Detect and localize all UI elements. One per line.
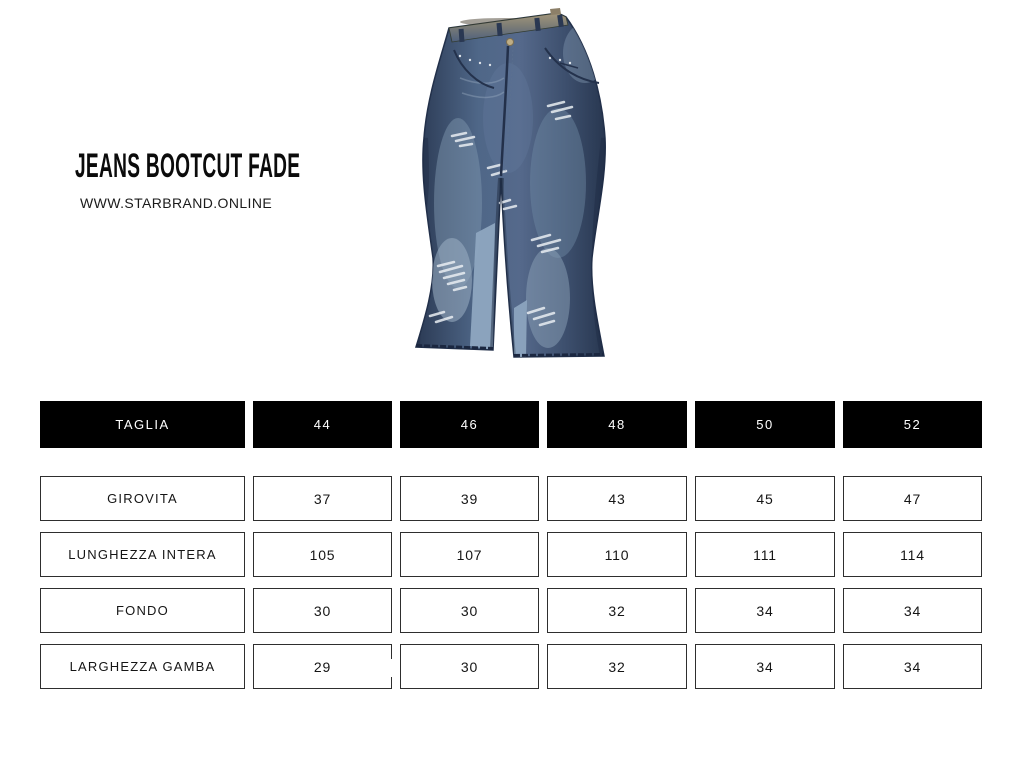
row-label: LUNGHEZZA INTERA — [40, 532, 245, 577]
jeans-illustration — [414, 8, 606, 358]
header-cell-size-52: 52 — [843, 401, 982, 448]
header-cell-size-50: 50 — [695, 401, 835, 448]
value-cell: 37 — [253, 476, 392, 521]
table-row-fondo: FONDO 30 30 32 34 34 — [40, 588, 982, 633]
value-cell: 43 — [547, 476, 687, 521]
header-cell-taglia: TAGLIA — [40, 401, 245, 448]
row-label: FONDO — [40, 588, 245, 633]
value-cell: 47 — [843, 476, 982, 521]
table-row-lunghezza-intera: LUNGHEZZA INTERA 105 107 110 111 114 — [40, 532, 982, 577]
value-cell: 34 — [843, 644, 982, 689]
value-cell: 34 — [843, 588, 982, 633]
table-row-larghezza-gamba: LARGHEZZA GAMBA 29 30 32 34 34 — [40, 644, 982, 689]
title-block: JEANS BOOTCUT FADE — [75, 145, 464, 185]
value-cell: 45 — [695, 476, 835, 521]
value-cell: 30 — [400, 644, 539, 689]
value-cell: 114 — [843, 532, 982, 577]
website-url: WWW.STARBRAND.ONLINE — [80, 195, 273, 211]
size-chart-header-row: TAGLIA 44 46 48 50 52 — [40, 401, 982, 448]
product-title: JEANS BOOTCUT FADE — [75, 145, 301, 185]
row-label: GIROVITA — [40, 476, 245, 521]
header-cell-size-46: 46 — [400, 401, 539, 448]
value-cell: 32 — [547, 588, 687, 633]
value-cell: 34 — [695, 588, 835, 633]
row-label: LARGHEZZA GAMBA — [40, 644, 245, 689]
product-photo-jeans — [400, 8, 615, 365]
value-cell: 107 — [400, 532, 539, 577]
header-cell-size-44: 44 — [253, 401, 392, 448]
value-cell: 30 — [253, 588, 392, 633]
value-cell: 30 — [400, 588, 539, 633]
value-cell: 32 — [547, 644, 687, 689]
value-cell: 110 — [547, 532, 687, 577]
header-cell-size-48: 48 — [547, 401, 687, 448]
value-cell: 29 — [253, 644, 394, 689]
value-cell: 34 — [695, 644, 835, 689]
value-cell: 39 — [400, 476, 539, 521]
value-cell: 111 — [695, 532, 835, 577]
value-cell: 105 — [253, 532, 392, 577]
table-row-girovita: GIROVITA 37 39 43 45 47 — [40, 476, 982, 521]
size-chart: TAGLIA 44 46 48 50 52 GIROVITA 37 39 43 … — [40, 401, 982, 700]
